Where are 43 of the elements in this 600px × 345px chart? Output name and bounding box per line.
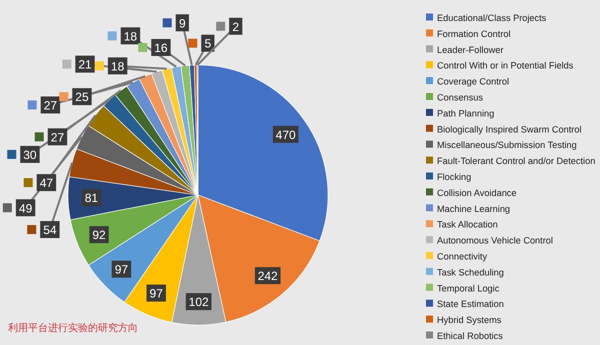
legend-label: Formation Control (437, 28, 511, 39)
legend-label: Fault-Tolerant Control and/or Detection (437, 156, 596, 166)
legend-label: Coverage Control (437, 76, 510, 87)
data-label: 81 (84, 191, 98, 206)
data-label: 27 (50, 130, 64, 144)
data-label: 25 (75, 90, 89, 104)
data-label: 97 (150, 286, 164, 301)
legend-label: Task Allocation (437, 220, 498, 230)
data-label: 102 (188, 295, 209, 310)
data-label: 49 (18, 201, 33, 216)
text: 利用平台进行实验的研究方向 (8, 322, 138, 334)
legend-label: Ethical Robotics (437, 331, 504, 341)
legend-label: State Estimation (437, 299, 504, 310)
data-label: 18 (124, 29, 138, 44)
data-label: 470 (276, 128, 296, 142)
data-label: 27 (44, 98, 58, 112)
data-label: 242 (258, 269, 278, 284)
legend-label: Task Scheduling (437, 267, 504, 278)
legend-label: Leader-Follower (437, 44, 504, 55)
legend-label: Machine Learning (437, 204, 510, 214)
data-label: 30 (23, 148, 37, 162)
data-label: 54 (43, 223, 57, 238)
legend-label: Biologically Inspired Swarm Control (437, 124, 582, 134)
legend-label: Hybrid Systems (437, 315, 502, 326)
legend-label: Temporal Logic (437, 283, 500, 294)
legend-label: Connectivity (437, 252, 488, 262)
data-label: 2 (232, 20, 240, 34)
legend-label: Path Planning (437, 108, 494, 118)
data-label: 92 (92, 228, 106, 242)
data-label: 47 (40, 176, 54, 190)
legend-label: Miscellaneous/Submission Testing (437, 140, 577, 150)
legend-label: Autonomous Vehicle Control (437, 236, 553, 246)
legend-label: Flocking (437, 172, 472, 182)
data-label: 5 (204, 36, 212, 51)
data-label: 97 (114, 262, 128, 277)
data-label: 9 (178, 16, 186, 30)
data-label: 21 (78, 58, 92, 72)
data-label: 16 (154, 40, 168, 55)
legend-label: Educational/Class Projects (437, 13, 547, 23)
data-label: 18 (110, 59, 125, 74)
legend-label: Consensus (437, 92, 484, 102)
legend-label: Collision Avoidance (437, 188, 517, 198)
legend-label: Control With or in Potential Fields (437, 60, 574, 71)
